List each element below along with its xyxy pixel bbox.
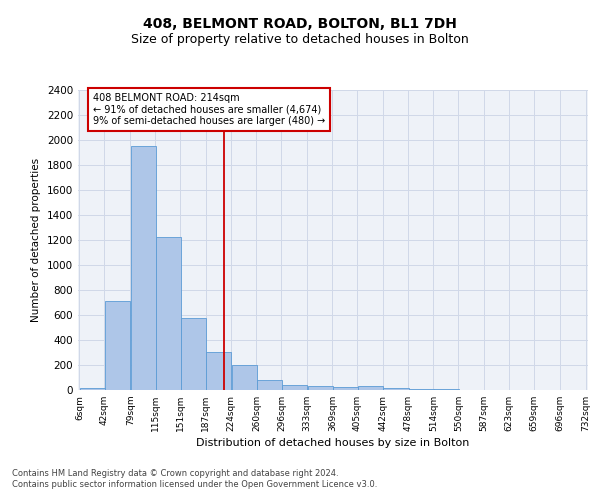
Bar	[155, 237, 181, 390]
Bar	[383, 388, 409, 390]
Bar	[181, 318, 206, 390]
Text: 408, BELMONT ROAD, BOLTON, BL1 7DH: 408, BELMONT ROAD, BOLTON, BL1 7DH	[143, 18, 457, 32]
Text: 408 BELMONT ROAD: 214sqm
← 91% of detached houses are smaller (4,674)
9% of semi: 408 BELMONT ROAD: 214sqm ← 91% of detach…	[94, 93, 326, 126]
Bar	[409, 389, 434, 390]
Bar	[257, 380, 282, 390]
Text: Size of property relative to detached houses in Bolton: Size of property relative to detached ho…	[131, 32, 469, 46]
Bar	[131, 146, 156, 390]
Bar	[332, 387, 358, 390]
Bar	[206, 352, 231, 390]
Bar	[308, 386, 333, 390]
Bar	[80, 388, 105, 390]
X-axis label: Distribution of detached houses by size in Bolton: Distribution of detached houses by size …	[196, 438, 470, 448]
Bar	[358, 386, 383, 390]
Y-axis label: Number of detached properties: Number of detached properties	[31, 158, 41, 322]
Bar	[105, 301, 130, 390]
Text: Contains public sector information licensed under the Open Government Licence v3: Contains public sector information licen…	[12, 480, 377, 489]
Bar	[232, 365, 257, 390]
Text: Contains HM Land Registry data © Crown copyright and database right 2024.: Contains HM Land Registry data © Crown c…	[12, 468, 338, 477]
Bar	[282, 385, 307, 390]
